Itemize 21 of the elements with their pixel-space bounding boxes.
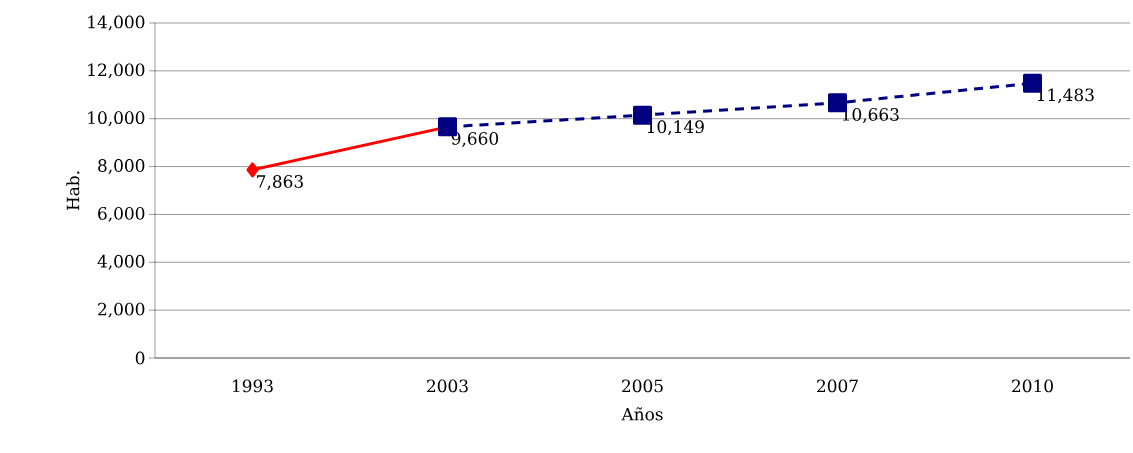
- x-tick-label: 1993: [233, 379, 273, 393]
- x-tick-label: 2010: [1012, 379, 1053, 393]
- y-tick-label: 12,000: [88, 63, 145, 79]
- data-label: 9,660: [451, 132, 499, 147]
- y-tick-label: 0: [135, 351, 145, 365]
- point: [246, 162, 259, 178]
- y-tick-label: 2,000: [98, 302, 145, 318]
- y-tick-label: 10,000: [88, 111, 145, 127]
- data-label: 10,149: [647, 120, 704, 136]
- y-tick-label: 8,000: [98, 159, 145, 175]
- x-tick-label: 2003: [427, 379, 468, 393]
- x-tick-label: 2005: [622, 379, 663, 393]
- data-label: 10,663: [842, 108, 899, 123]
- y-tick-label: 4,000: [97, 254, 145, 270]
- x-axis-title: Años: [621, 407, 663, 421]
- y-tick-label: 6,000: [98, 206, 145, 222]
- y-axis-title: Hab.: [66, 171, 80, 211]
- x-tick-label: 2007: [817, 379, 858, 393]
- data-label: 11,483: [1037, 88, 1094, 104]
- data-label: 7,863: [257, 175, 303, 190]
- y-tick-label: 14,000: [88, 15, 145, 31]
